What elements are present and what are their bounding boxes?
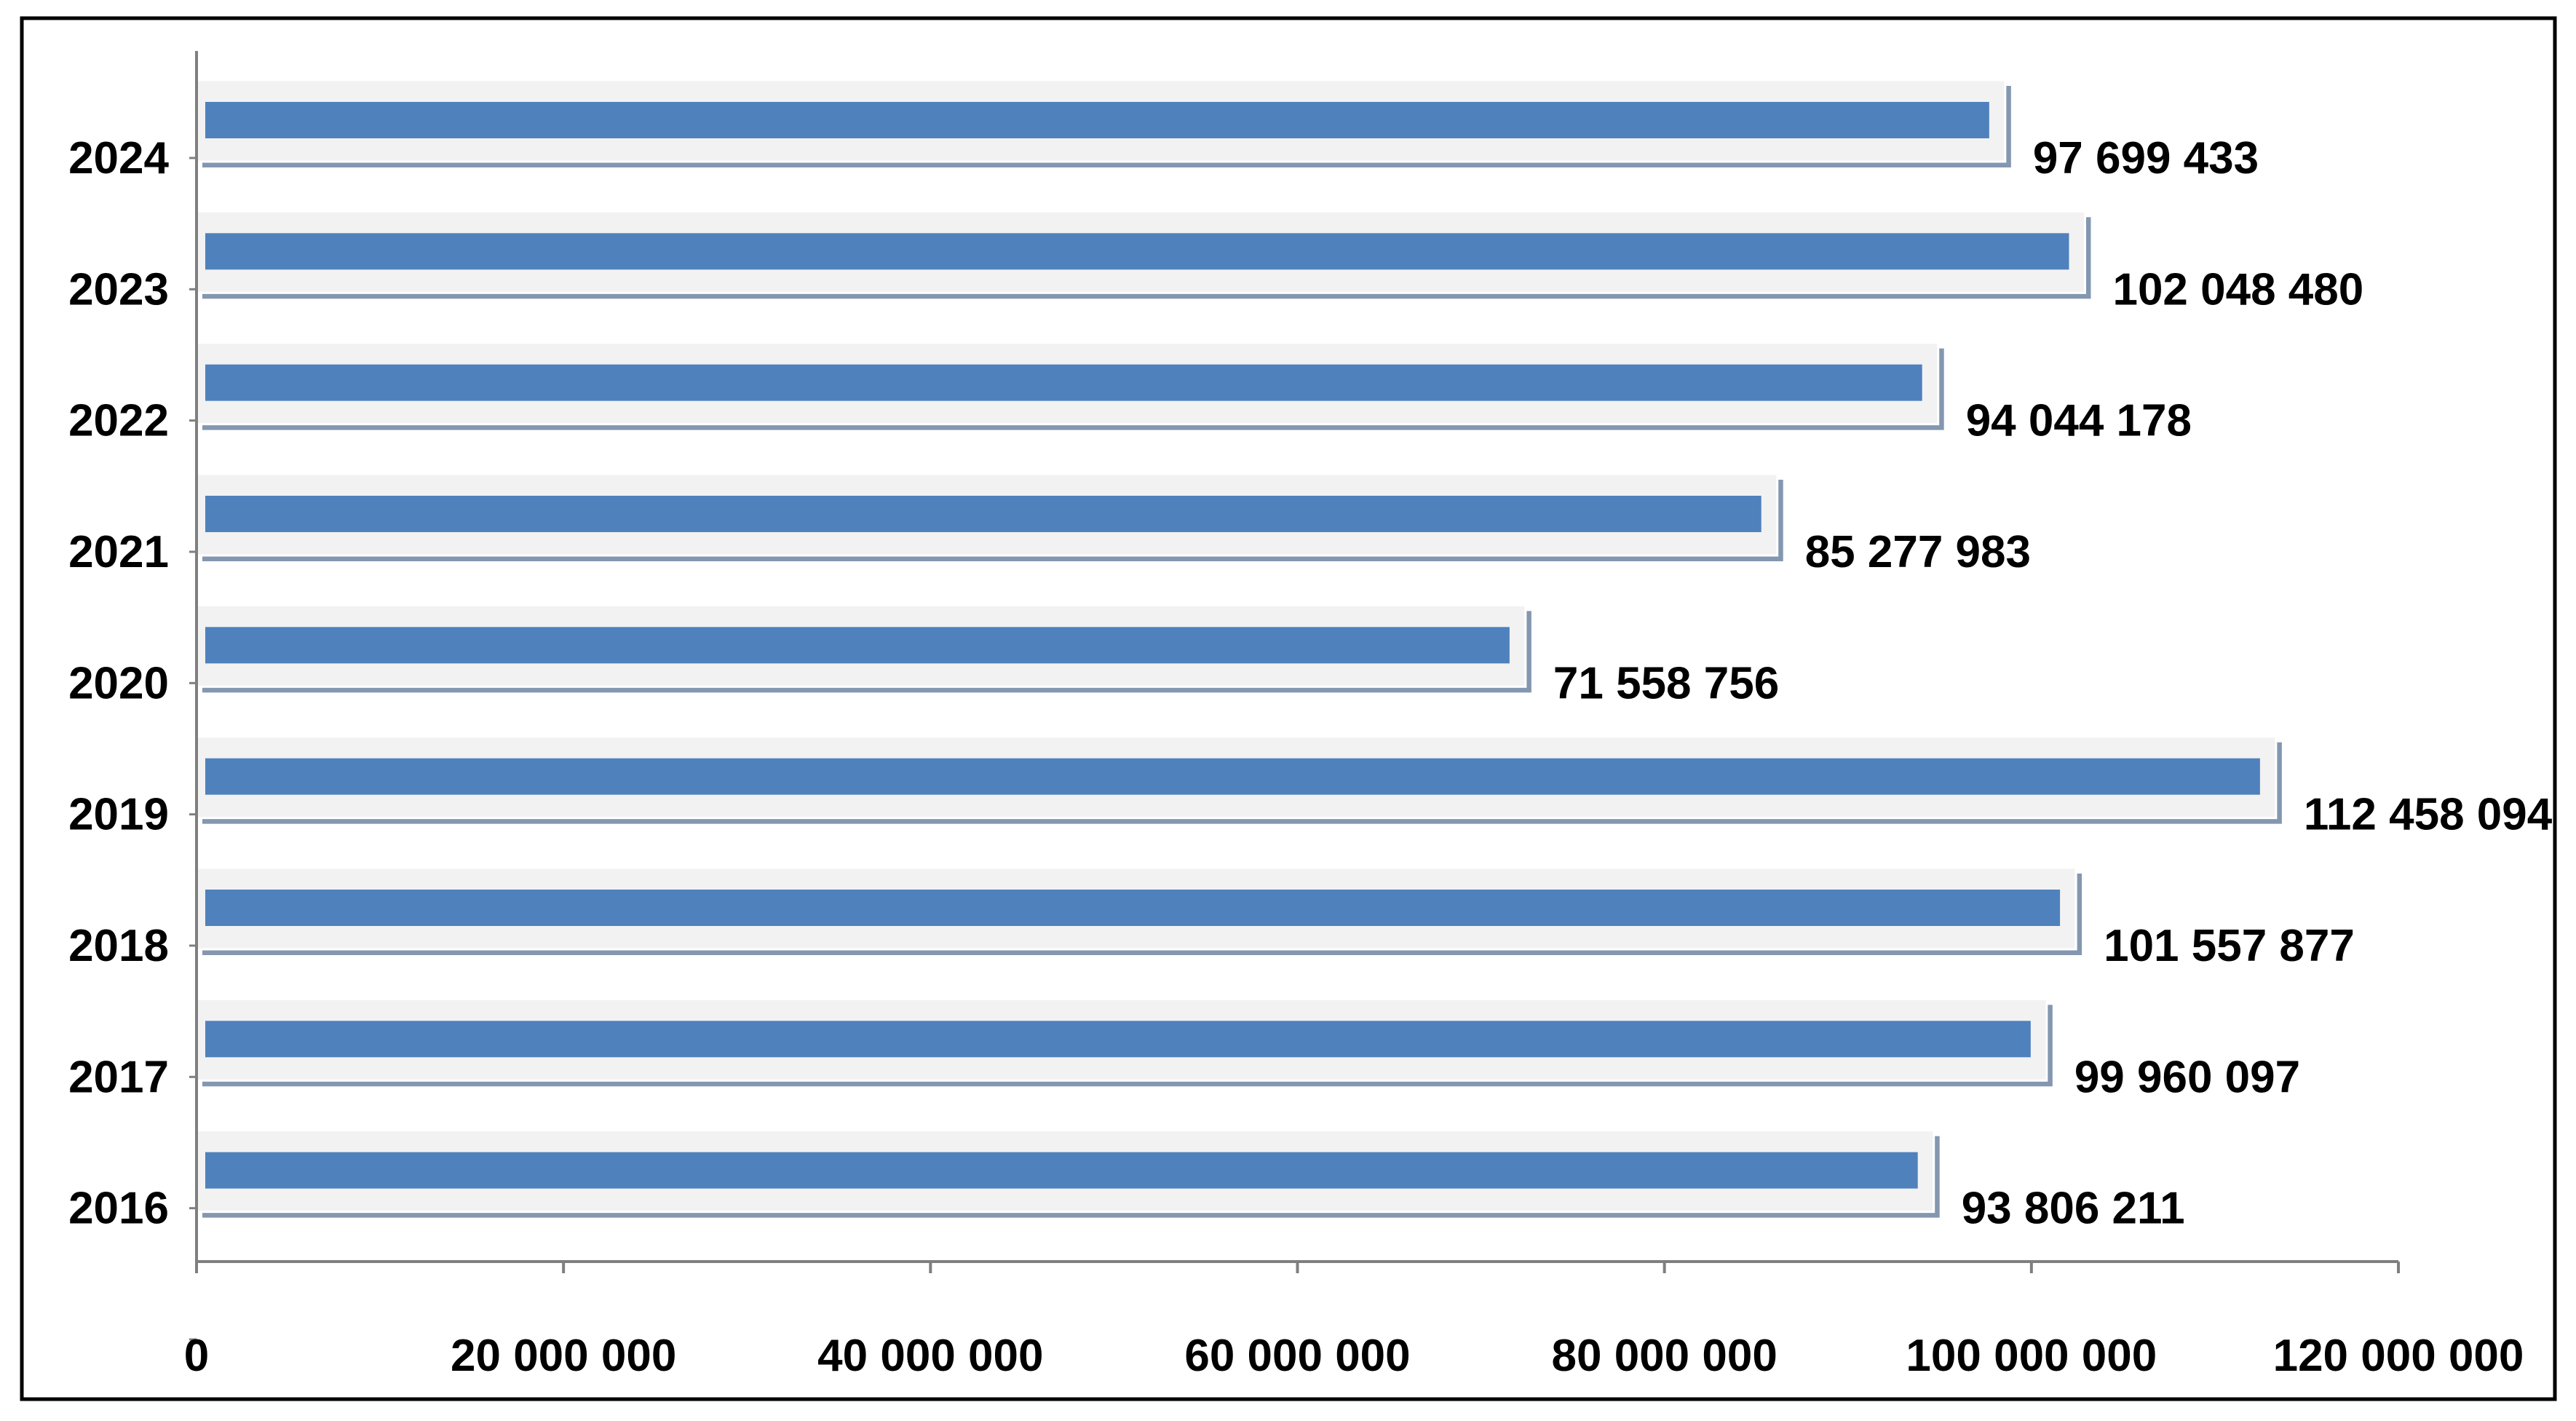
x-tick-label: 80 000 000 — [1552, 1331, 1778, 1381]
labels-layer: 2024 97 699 433 2023 102 048 480 2022 94 044 … — [68, 133, 2553, 1381]
axis-layer — [189, 51, 2400, 1341]
bar-2018 — [205, 890, 2061, 926]
bar-2021 — [205, 496, 1761, 532]
category-label: 2021 — [68, 527, 169, 577]
bar-2017 — [205, 1021, 2031, 1058]
x-tick-label: 20 000 000 — [451, 1331, 676, 1381]
bar-2023 — [205, 233, 2069, 270]
x-tick-label: 120 000 000 — [2273, 1331, 2524, 1381]
bar-2020 — [205, 627, 1510, 664]
value-label: 94 044 178 — [1966, 396, 2192, 446]
value-label: 101 557 877 — [2104, 921, 2355, 971]
category-label: 2022 — [68, 396, 169, 446]
category-label: 2020 — [68, 658, 169, 708]
value-label: 71 558 756 — [1553, 658, 1779, 708]
bar-2016 — [205, 1152, 1918, 1189]
category-label: 2023 — [68, 264, 169, 314]
bars-layer — [195, 79, 2282, 1218]
category-label: 2024 — [68, 133, 169, 183]
bar-2022 — [205, 364, 1922, 401]
x-tick-label: 60 000 000 — [1184, 1331, 1410, 1381]
x-tick-label: 100 000 000 — [1906, 1331, 2157, 1381]
category-label: 2018 — [68, 921, 169, 971]
value-label: 112 458 094 — [2304, 790, 2553, 840]
value-label: 85 277 983 — [1805, 527, 2031, 577]
value-label: 102 048 480 — [2112, 264, 2363, 314]
value-label: 93 806 211 — [1962, 1184, 2185, 1234]
value-label: 99 960 097 — [2074, 1052, 2300, 1102]
category-label: 2017 — [68, 1052, 169, 1102]
x-tick-label: 0 — [184, 1331, 209, 1381]
category-label: 2016 — [68, 1184, 169, 1234]
x-tick-label: 40 000 000 — [817, 1331, 1043, 1381]
value-label: 97 699 433 — [2033, 133, 2259, 183]
bar-2024 — [205, 102, 1989, 138]
category-label: 2019 — [68, 790, 169, 840]
bar-2019 — [205, 758, 2260, 795]
